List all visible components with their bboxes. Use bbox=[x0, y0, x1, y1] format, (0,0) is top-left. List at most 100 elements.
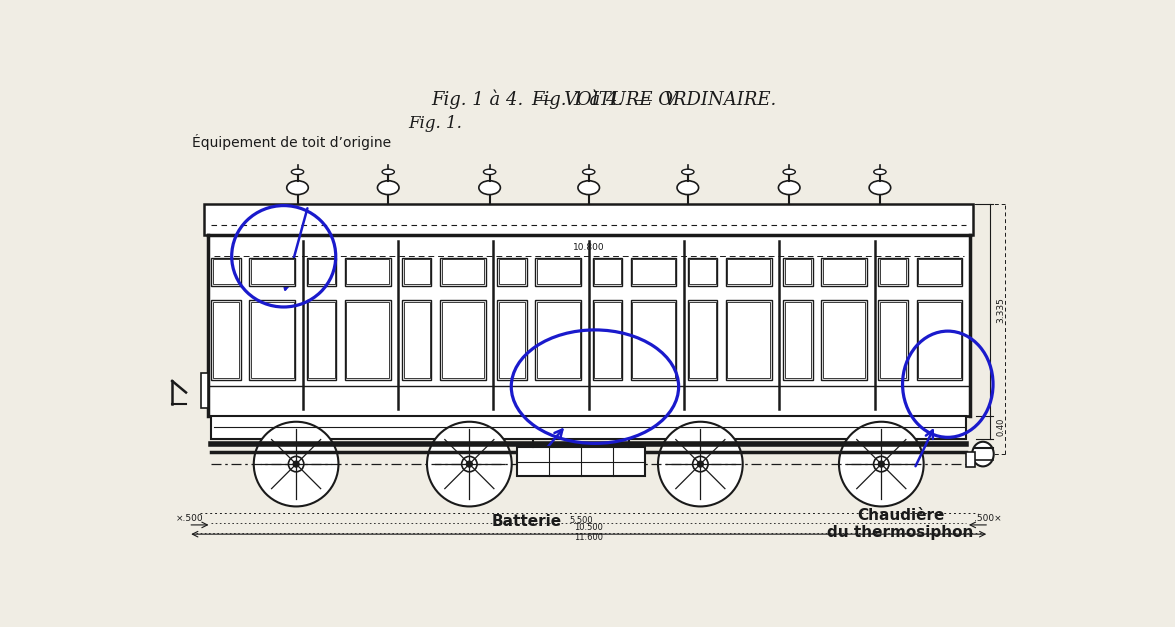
Circle shape bbox=[466, 461, 472, 467]
Bar bbox=[212, 258, 241, 286]
Bar bbox=[631, 258, 677, 286]
Bar bbox=[249, 300, 295, 380]
Bar bbox=[631, 300, 677, 380]
Bar bbox=[879, 300, 908, 380]
Text: 10.800: 10.800 bbox=[573, 243, 604, 251]
Bar bbox=[690, 260, 716, 285]
Circle shape bbox=[288, 456, 304, 472]
Ellipse shape bbox=[578, 181, 599, 194]
Circle shape bbox=[873, 456, 889, 472]
Bar bbox=[402, 300, 431, 380]
Bar bbox=[783, 300, 813, 380]
Circle shape bbox=[462, 456, 477, 472]
Bar bbox=[879, 258, 908, 286]
Bar bbox=[632, 260, 674, 285]
Ellipse shape bbox=[870, 181, 891, 194]
Bar bbox=[537, 302, 579, 378]
Bar bbox=[251, 302, 294, 378]
Bar bbox=[497, 258, 526, 286]
Text: 10.500: 10.500 bbox=[575, 524, 603, 532]
Bar bbox=[726, 300, 772, 380]
Circle shape bbox=[427, 422, 512, 507]
Bar bbox=[308, 260, 335, 285]
Ellipse shape bbox=[483, 169, 496, 174]
Bar bbox=[403, 260, 430, 285]
Bar bbox=[251, 260, 294, 285]
Ellipse shape bbox=[677, 181, 699, 194]
Ellipse shape bbox=[382, 169, 395, 174]
Bar bbox=[213, 302, 240, 378]
Bar bbox=[592, 300, 622, 380]
Text: Chaudière
du thermosiphon: Chaudière du thermosiphon bbox=[827, 508, 974, 540]
Ellipse shape bbox=[377, 181, 400, 194]
Bar bbox=[344, 258, 390, 286]
Text: Fig. 1 à 4.  —  VOITURE ORDINAIRE.: Fig. 1 à 4. — VOITURE ORDINAIRE. bbox=[431, 90, 777, 109]
Bar bbox=[687, 258, 718, 286]
Ellipse shape bbox=[682, 169, 694, 174]
Bar bbox=[499, 260, 525, 285]
Bar bbox=[208, 234, 969, 416]
Bar bbox=[347, 260, 389, 285]
Bar bbox=[785, 260, 811, 285]
Bar bbox=[249, 258, 295, 286]
Circle shape bbox=[254, 422, 338, 507]
Bar bbox=[403, 302, 430, 378]
Bar bbox=[592, 258, 622, 286]
Bar bbox=[212, 300, 241, 380]
Bar bbox=[344, 300, 390, 380]
Text: Batterie: Batterie bbox=[492, 514, 562, 529]
Bar bbox=[497, 300, 526, 380]
Bar bbox=[822, 302, 866, 378]
Bar bbox=[727, 260, 770, 285]
Ellipse shape bbox=[874, 169, 886, 174]
Text: .500×: .500× bbox=[974, 514, 1001, 523]
Bar bbox=[499, 302, 525, 378]
Circle shape bbox=[697, 461, 704, 467]
Bar bbox=[442, 302, 484, 378]
Ellipse shape bbox=[972, 442, 994, 466]
Bar bbox=[916, 258, 962, 286]
Bar bbox=[347, 302, 389, 378]
Circle shape bbox=[693, 456, 709, 472]
Bar bbox=[308, 302, 335, 378]
Text: Fig. 1.: Fig. 1. bbox=[408, 115, 462, 132]
Bar bbox=[726, 258, 772, 286]
Bar bbox=[441, 258, 485, 286]
Bar bbox=[916, 300, 962, 380]
Bar bbox=[595, 260, 620, 285]
Ellipse shape bbox=[479, 181, 501, 194]
Bar bbox=[537, 260, 579, 285]
Bar bbox=[727, 302, 770, 378]
Bar bbox=[966, 452, 975, 467]
Text: ×.500: ×.500 bbox=[176, 514, 203, 523]
Bar bbox=[821, 300, 867, 380]
Text: 5.500: 5.500 bbox=[569, 515, 593, 525]
Bar bbox=[442, 260, 484, 285]
Ellipse shape bbox=[287, 181, 308, 194]
Bar bbox=[441, 300, 485, 380]
Text: Fig. 1 à 4.  —  V: Fig. 1 à 4. — V bbox=[531, 90, 677, 109]
Circle shape bbox=[293, 461, 300, 467]
Bar bbox=[517, 447, 645, 477]
Bar bbox=[918, 260, 961, 285]
Text: 0.40: 0.40 bbox=[996, 418, 1005, 436]
Bar bbox=[201, 373, 208, 408]
Bar bbox=[821, 258, 867, 286]
Bar bbox=[687, 300, 718, 380]
Bar bbox=[632, 302, 674, 378]
Ellipse shape bbox=[291, 169, 303, 174]
Circle shape bbox=[658, 422, 743, 507]
Bar bbox=[307, 300, 336, 380]
Bar bbox=[918, 302, 961, 378]
Bar bbox=[402, 258, 431, 286]
Text: 3.335: 3.335 bbox=[996, 297, 1005, 323]
Circle shape bbox=[878, 461, 885, 467]
Bar bbox=[307, 258, 336, 286]
Bar bbox=[690, 302, 716, 378]
Bar bbox=[536, 300, 582, 380]
Bar bbox=[783, 258, 813, 286]
Bar bbox=[536, 258, 582, 286]
Bar bbox=[213, 260, 240, 285]
Text: 11.600: 11.600 bbox=[575, 532, 603, 542]
Text: Équipement de toit d’origine: Équipement de toit d’origine bbox=[193, 134, 391, 150]
